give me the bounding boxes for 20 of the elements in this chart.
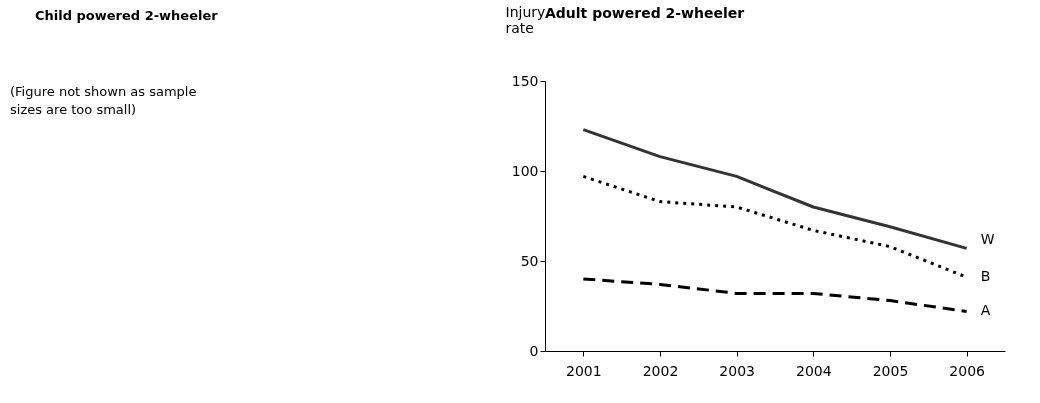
x-tick-label: 2006 — [949, 362, 986, 379]
line-series — [581, 128, 969, 250]
series-label: A — [980, 302, 991, 319]
y-axis-title: Injury rate — [505, 3, 546, 36]
line-series — [581, 277, 969, 313]
chart-title: Adult powered 2-wheeler — [545, 5, 745, 21]
y-tick-label: 0 — [529, 342, 539, 359]
x-tick-label: 2004 — [796, 362, 832, 379]
text: sizes are too small) — [10, 102, 137, 117]
text: Child powered 2-wheeler — [35, 8, 219, 23]
x-tick-label: 2001 — [566, 362, 602, 379]
y-tick-label: 100 — [511, 162, 539, 179]
x-tick-label: 2005 — [872, 362, 909, 379]
x-tick-label: 2002 — [642, 362, 679, 379]
series-label: B — [980, 268, 991, 285]
x-tick-label: 2003 — [719, 362, 755, 379]
text: (Figure not shown as sample — [10, 84, 197, 99]
y-tick-label: 150 — [511, 72, 539, 89]
y-tick-label: 50 — [520, 252, 539, 269]
series-label: W — [980, 231, 995, 248]
